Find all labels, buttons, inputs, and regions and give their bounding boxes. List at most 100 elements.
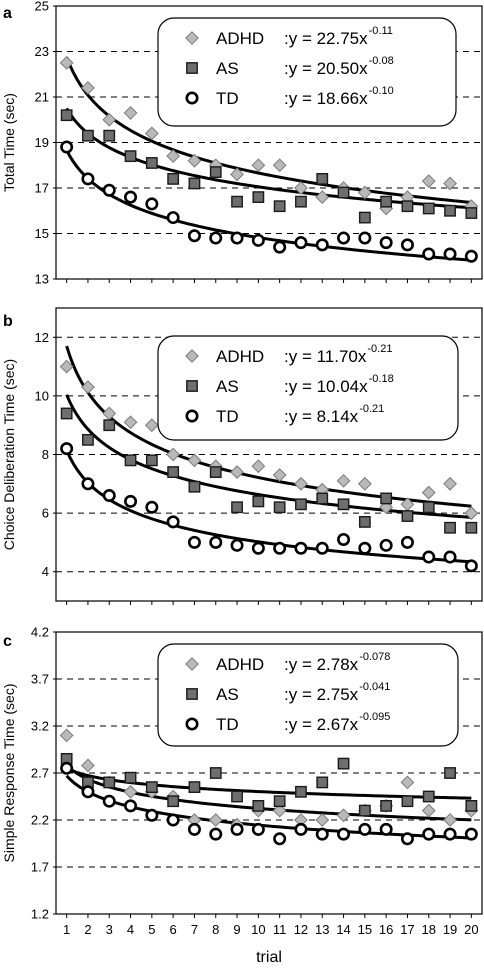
point-as bbox=[444, 767, 456, 779]
legend-marker-as bbox=[186, 688, 198, 700]
point-adhd bbox=[187, 153, 202, 168]
y-tick-label: 2.2 bbox=[31, 813, 49, 828]
point-adhd bbox=[102, 406, 117, 421]
point-td bbox=[400, 832, 414, 846]
legend-label-td: TD bbox=[216, 89, 239, 108]
point-td bbox=[251, 822, 265, 836]
legend-marker-as bbox=[186, 380, 198, 392]
point-adhd bbox=[81, 758, 95, 773]
legend-equation: :y = 2.67x bbox=[284, 715, 359, 734]
point-adhd bbox=[272, 158, 287, 173]
point-adhd bbox=[443, 476, 457, 491]
legend-box bbox=[157, 17, 457, 127]
chart-panel-c: c 1.2 1.7 2.2 2.7 3.2 3.7 4.2 Simple Response Ti… bbox=[1, 625, 483, 966]
legend-label-as: AS bbox=[216, 685, 239, 704]
point-td bbox=[124, 190, 138, 204]
point-td bbox=[187, 535, 201, 549]
point-as bbox=[167, 466, 180, 478]
point-td bbox=[187, 229, 201, 243]
point-td bbox=[230, 231, 244, 245]
point-as bbox=[252, 191, 265, 203]
point-td bbox=[400, 238, 414, 252]
point-td bbox=[273, 240, 287, 254]
x-tick-label: 8 bbox=[212, 922, 219, 937]
legend-exponent: -0.18 bbox=[369, 373, 394, 385]
point-td bbox=[209, 827, 223, 841]
legend-marker-td bbox=[185, 409, 199, 423]
point-adhd bbox=[81, 380, 95, 395]
point-as bbox=[465, 521, 478, 534]
point-td bbox=[102, 489, 116, 503]
point-adhd bbox=[144, 126, 159, 141]
point-adhd bbox=[272, 803, 287, 818]
point-adhd bbox=[230, 465, 244, 479]
legend-label-adhd: ADHD bbox=[216, 347, 264, 366]
plot-frame bbox=[55, 631, 483, 915]
point-adhd bbox=[315, 813, 330, 827]
point-as bbox=[145, 781, 158, 794]
point-td bbox=[230, 538, 244, 552]
point-td bbox=[166, 515, 180, 529]
panel-letter: a bbox=[3, 5, 12, 22]
x-tick-label: 18 bbox=[422, 922, 436, 937]
x-tick-label: 2 bbox=[84, 922, 91, 937]
y-tick-label: 3.2 bbox=[31, 719, 49, 734]
legend-equation: :y = 11.70x bbox=[284, 347, 367, 366]
point-as bbox=[124, 454, 137, 467]
fit-line-adhd bbox=[65, 345, 472, 508]
point-as bbox=[401, 200, 414, 213]
point-as bbox=[82, 129, 94, 142]
point-td bbox=[145, 500, 159, 514]
point-td bbox=[464, 827, 478, 841]
point-adhd bbox=[294, 181, 308, 195]
y-tick-label: 17 bbox=[35, 181, 49, 196]
legend: ADHD:y = 22.75x -0.11 AS:y = 20.50x -0.08 TD… bbox=[157, 17, 457, 127]
point-td bbox=[166, 211, 180, 225]
legend-equation: :y = 8.14x bbox=[284, 407, 359, 426]
legend-equation: :y = 2.78x bbox=[284, 655, 359, 674]
legend-exponent: -0.21 bbox=[367, 343, 392, 355]
x-tick-label: 14 bbox=[336, 922, 350, 937]
chart-panel-a: a 13 15 17 19 21 23 25 Total Time (sec) ADHD:y = … bbox=[1, 0, 483, 287]
point-as bbox=[252, 800, 265, 812]
y-axis-label: Choice Deliberation Time (sec) bbox=[1, 359, 17, 550]
point-as bbox=[295, 785, 307, 798]
y-tick-label: 1.7 bbox=[31, 860, 49, 875]
point-td bbox=[315, 238, 329, 252]
y-tick-label: 12 bbox=[35, 330, 49, 345]
x-tick-label: 6 bbox=[170, 922, 177, 937]
legend-label-adhd: ADHD bbox=[216, 29, 264, 48]
point-td bbox=[443, 247, 457, 261]
point-td bbox=[81, 477, 95, 491]
x-tick-label: 9 bbox=[233, 922, 240, 937]
point-td bbox=[251, 233, 265, 247]
point-as bbox=[337, 186, 350, 199]
point-td bbox=[60, 442, 74, 456]
point-adhd bbox=[315, 190, 330, 205]
x-axis-label: trial bbox=[256, 949, 282, 966]
point-adhd bbox=[251, 158, 266, 173]
point-as bbox=[188, 781, 201, 794]
point-td bbox=[315, 827, 329, 841]
legend-label-td: TD bbox=[216, 715, 239, 734]
point-adhd bbox=[208, 813, 223, 827]
point-as bbox=[380, 195, 393, 208]
point-adhd bbox=[59, 55, 74, 70]
point-as bbox=[209, 767, 222, 779]
y-tick-label: 4.2 bbox=[31, 625, 49, 640]
x-tick-label: 13 bbox=[315, 922, 329, 937]
x-tick-label: 11 bbox=[273, 922, 287, 937]
point-as bbox=[231, 501, 243, 514]
x-tick-label: 17 bbox=[400, 922, 414, 937]
point-adhd bbox=[294, 476, 308, 491]
point-td bbox=[124, 494, 138, 508]
point-as bbox=[209, 166, 222, 178]
legend-marker-td bbox=[185, 91, 199, 105]
y-tick-label: 6 bbox=[42, 506, 49, 521]
point-as bbox=[145, 157, 158, 169]
point-as bbox=[167, 172, 180, 185]
point-td bbox=[187, 822, 201, 836]
point-as bbox=[103, 419, 116, 432]
x-tick-label: 20 bbox=[464, 922, 478, 937]
